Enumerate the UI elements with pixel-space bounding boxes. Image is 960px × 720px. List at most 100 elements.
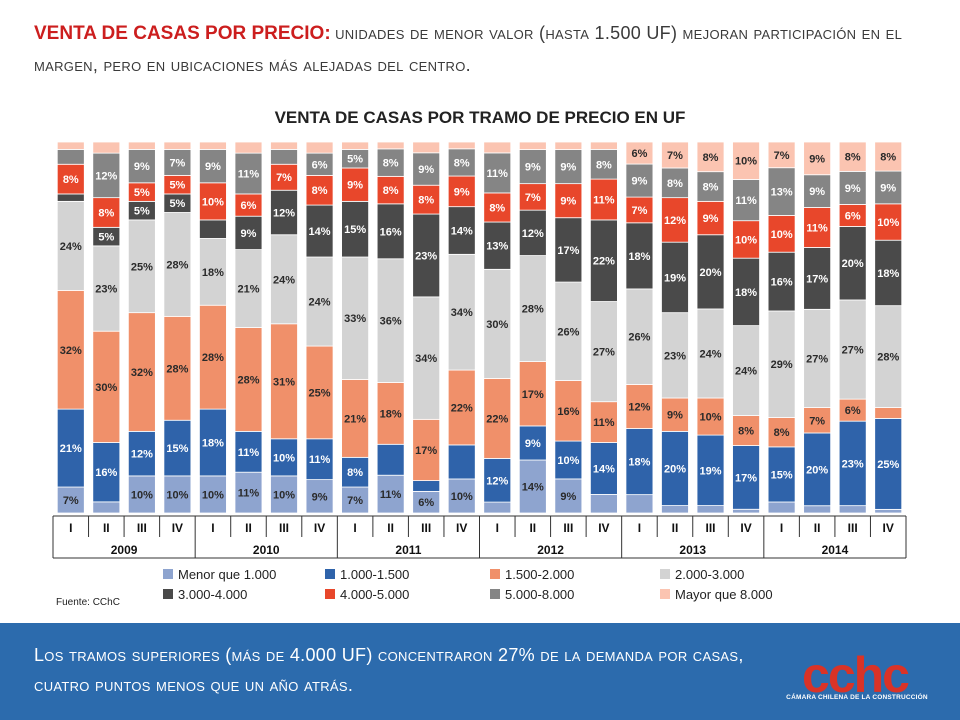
data-label-s4-q7: 14% (309, 226, 331, 238)
data-label-s0-q7: 9% (312, 491, 328, 503)
data-label-s6-q19: 11% (735, 195, 757, 207)
bar-segment-s1-q0 (56, 408, 85, 488)
bar-segment-s4-q0 (56, 193, 85, 202)
data-label-s6-q14: 9% (560, 162, 576, 174)
bar-segment-s6-q4 (199, 149, 227, 184)
bar-segment-s0-q13 (518, 459, 547, 514)
data-label-s6-q5: 11% (238, 169, 260, 181)
data-label-s4-q13: 12% (522, 228, 544, 240)
quarter-tick-label: III (563, 521, 573, 535)
data-label-s4-q5: 9% (241, 228, 257, 240)
bar-segment-s4-q10 (412, 213, 441, 298)
bar-segment-s7-q20 (767, 141, 796, 169)
logo-caption: CÁMARA CHILENA DE LA CONSTRUCCIÓN (786, 694, 928, 701)
data-label-s3-q8: 33% (344, 313, 366, 325)
bar-segment-s1-q16 (625, 428, 654, 496)
data-label-s3-q7: 24% (309, 297, 331, 309)
bar-segment-s7-q15 (589, 141, 618, 150)
bar-segment-s7-q3 (163, 141, 192, 150)
data-label-s6-q1: 12% (95, 170, 117, 182)
bar-segment-s0-q18 (696, 505, 725, 514)
year-label-2009: 2009 (111, 543, 138, 557)
data-label-s4-q8: 15% (344, 224, 366, 236)
data-label-s2-q19: 8% (738, 426, 754, 438)
bar-segment-s1-q19 (732, 445, 760, 510)
data-label-s7-q19: 10% (735, 156, 757, 168)
legend-swatch-5 (325, 589, 335, 599)
bar-segment-s0-q11 (447, 478, 476, 514)
data-label-s3-q6: 24% (273, 274, 295, 286)
data-label-s7-q22: 8% (845, 152, 861, 164)
quarter-tick-label: II (529, 521, 536, 535)
bar-segment-s5-q13 (518, 183, 547, 211)
bar-segment-s2-q1 (92, 330, 121, 443)
bar-segment-s2-q12 (483, 378, 512, 459)
bar-segment-s4-q16 (625, 222, 654, 290)
bar-segment-s3-q8 (341, 256, 370, 380)
data-label-s5-q1: 8% (98, 207, 114, 219)
bar-segment-s7-q14 (554, 141, 583, 150)
data-label-s3-q15: 27% (593, 347, 615, 359)
data-label-s3-q14: 26% (557, 326, 579, 338)
bar-segment-s3-q19 (732, 325, 760, 416)
bar-segment-s0-q3 (163, 475, 192, 514)
data-label-s2-q4: 28% (202, 352, 224, 364)
data-label-s0-q10: 6% (418, 497, 434, 509)
bar-segment-s3-q11 (447, 253, 476, 371)
bar-segment-s3-q18 (696, 308, 725, 399)
data-label-s4-q22: 20% (842, 258, 864, 270)
data-label-s5-q6: 7% (276, 172, 292, 184)
data-label-s4-q14: 17% (557, 245, 579, 257)
data-label-s1-q4: 18% (202, 438, 224, 450)
bar-segment-s4-q15 (589, 219, 618, 302)
data-label-s0-q14: 9% (560, 491, 576, 503)
data-label-s5-q17: 12% (664, 215, 686, 227)
bar-segment-s0-q12 (483, 501, 512, 514)
bar-segment-s7-q16 (625, 141, 654, 165)
legend-label-3: 2.000-3.000 (675, 567, 744, 582)
data-label-s4-q9: 16% (380, 226, 402, 238)
bar-segment-s2-q15 (589, 401, 618, 443)
bar-segment-s1-q17 (661, 430, 689, 506)
data-label-s1-q18: 19% (700, 465, 722, 477)
bar-segment-s4-q21 (803, 247, 832, 310)
data-label-s1-q8: 8% (347, 467, 363, 479)
bar-segment-s3-q22 (838, 299, 867, 400)
data-label-s6-q22: 9% (845, 183, 861, 195)
data-label-s3-q13: 28% (522, 304, 544, 316)
bar-segment-s4-q8 (341, 200, 370, 258)
bar-segment-s7-q9 (376, 141, 405, 150)
bar-segment-s3-q21 (803, 308, 832, 408)
data-label-s4-q16: 18% (628, 251, 650, 263)
bar-segment-s2-q6 (270, 323, 298, 440)
data-label-s7-q21: 9% (809, 153, 825, 165)
cchc-logo: cchc (802, 648, 911, 703)
legend-swatch-7 (660, 589, 670, 599)
bar-segment-s4-q4 (199, 219, 227, 239)
bar-segment-s1-q18 (696, 434, 725, 506)
bar-segment-s3-q13 (518, 255, 547, 362)
data-label-s1-q3: 15% (166, 443, 188, 455)
bar-segment-s7-q22 (838, 141, 867, 172)
bar-segment-s6-q21 (803, 174, 832, 208)
quarter-tick-label: I (496, 521, 499, 535)
data-label-s5-q5: 6% (241, 200, 257, 212)
bar-segment-s1-q4 (199, 408, 227, 477)
data-label-s7-q17: 7% (667, 150, 683, 162)
bar-segment-s6-q0 (56, 149, 85, 165)
data-label-s1-q15: 14% (593, 463, 615, 475)
data-label-s7-q16: 6% (631, 148, 647, 160)
data-label-s1-q23: 25% (877, 459, 899, 471)
footer-band (0, 623, 960, 720)
quarter-tick-label: II (814, 521, 821, 535)
bar-segment-s1-q8 (341, 456, 370, 488)
data-label-s5-q10: 8% (418, 195, 434, 207)
data-label-s0-q5: 11% (238, 488, 260, 500)
bar-segment-s7-q5 (234, 141, 263, 154)
data-label-s3-q23: 28% (877, 352, 899, 364)
data-label-s5-q14: 9% (560, 196, 576, 208)
data-label-s5-q19: 10% (735, 234, 757, 246)
bar-segment-s5-q20 (767, 215, 796, 253)
data-label-s2-q6: 31% (273, 376, 295, 388)
data-label-s2-q7: 25% (309, 387, 331, 399)
